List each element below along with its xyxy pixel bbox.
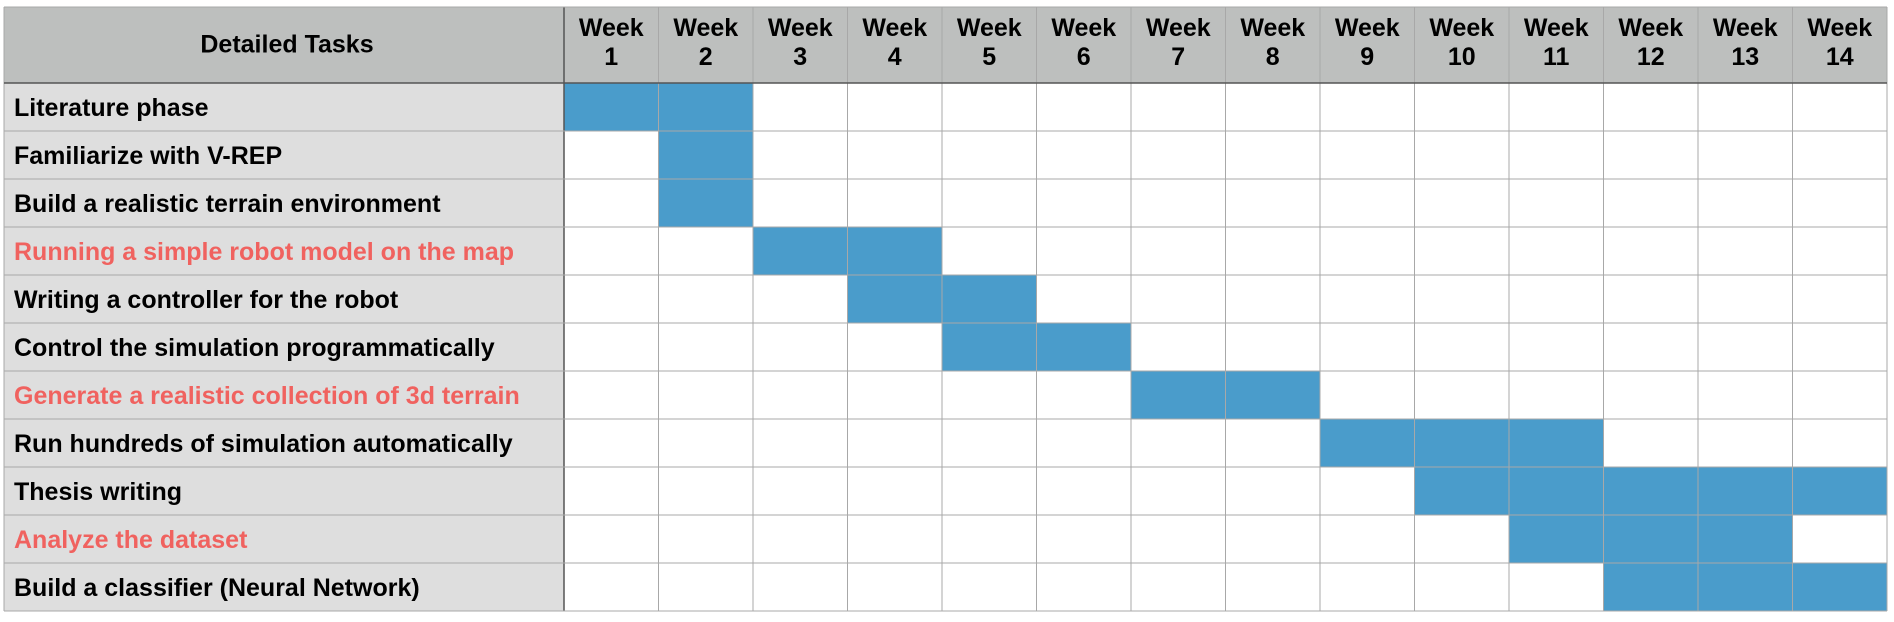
week-header-line: 3 [793,43,807,71]
task-label: Build a realistic terrain environment [14,190,441,218]
week-header-4: Week 4 [862,14,927,71]
week-header-line: Week [1335,14,1400,42]
week-header-line: Week [579,14,644,42]
week-header-5: Week 5 [957,14,1022,71]
week-header-line: 4 [888,43,902,71]
week-header-7: Week 7 [1146,14,1211,71]
week-header-line: Week [1146,14,1211,42]
task-column-background [4,83,564,611]
week-header-line: 10 [1448,43,1476,71]
week-header-line: Week [1524,14,1589,42]
task-bar [1603,563,1887,611]
week-header-line: 1 [604,43,618,71]
week-header-line: Week [673,14,738,42]
week-header-line: 2 [699,43,713,71]
week-header-13: Week 13 [1713,14,1778,71]
task-label: Control the simulation programmatically [14,334,495,362]
grid-layer [3,6,1888,612]
week-header-line: 11 [1543,43,1570,71]
week-header-line: 7 [1171,43,1185,71]
week-header-line: 5 [982,43,996,71]
week-header-8: Week 8 [1240,14,1305,71]
week-header-1: Week 1 [579,14,644,71]
week-header-10: Week 10 [1429,14,1494,71]
week-header-line: Week [1618,14,1683,42]
week-header-3: Week 3 [768,14,833,71]
task-label: Thesis writing [14,478,182,506]
task-bar [1509,515,1793,563]
week-header-line: 12 [1637,43,1665,71]
week-header-line: 14 [1826,43,1854,71]
week-header-9: Week 9 [1335,14,1400,71]
week-header-line: 9 [1360,43,1374,71]
week-header-11: Week 11 [1524,14,1589,71]
week-header-line: Week [862,14,927,42]
task-bar [658,179,753,227]
week-header-12: Week 12 [1618,14,1683,71]
week-header-line: 13 [1731,43,1759,71]
week-header-line: Week [1429,14,1494,42]
task-bar [658,131,753,179]
task-label: Writing a controller for the robot [14,286,399,314]
task-label: Generate a realistic collection of 3d te… [14,382,520,410]
week-header-line: Week [1051,14,1116,42]
week-header-line: Week [1240,14,1305,42]
task-bar [1414,467,1887,515]
week-header-2: Week 2 [673,14,738,71]
week-header-line: Week [768,14,833,42]
task-label: Literature phase [14,94,209,122]
week-header-6: Week 6 [1051,14,1116,71]
week-header-line: 6 [1077,43,1091,71]
task-label: Familiarize with V-REP [14,142,282,170]
week-header-line: Week [1713,14,1778,42]
week-header-14: Week 14 [1807,14,1872,71]
task-label: Running a simple robot model on the map [14,238,514,266]
header-background [4,7,1887,83]
week-header-line: 8 [1266,43,1280,71]
week-header-line: Week [957,14,1022,42]
task-label: Build a classifier (Neural Network) [14,574,420,602]
task-label: Run hundreds of simulation automatically [14,430,513,458]
task-column-header: Detailed Tasks [200,31,373,59]
week-header-line: Week [1807,14,1872,42]
task-bar [1320,419,1604,467]
task-label: Analyze the dataset [14,526,248,554]
